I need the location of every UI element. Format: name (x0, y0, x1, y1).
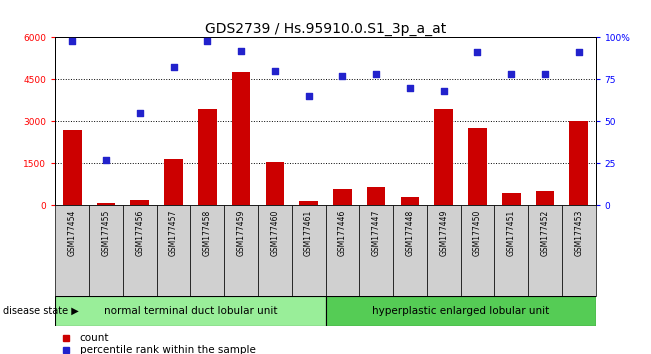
Point (236, 48, 246, 53)
Bar (157, 205, 191, 296)
Point (135, 110, 145, 116)
Point (202, 38, 212, 44)
Bar (367, 187, 385, 205)
Text: GSM177448: GSM177448 (406, 210, 415, 256)
Point (405, 85, 415, 91)
Point (439, 88, 449, 94)
Bar (292, 205, 326, 296)
Text: GSM177453: GSM177453 (574, 210, 583, 256)
Text: percentile rank within the sample: percentile rank within the sample (79, 345, 256, 354)
Bar (494, 205, 528, 296)
Bar (123, 205, 157, 296)
Text: GSM177458: GSM177458 (203, 210, 212, 256)
Bar (502, 193, 521, 205)
Point (506, 72, 516, 77)
Text: GSM177447: GSM177447 (372, 210, 381, 256)
Text: GSM177449: GSM177449 (439, 210, 448, 256)
Bar (427, 205, 461, 296)
Bar (89, 205, 123, 296)
Point (303, 93, 314, 99)
Bar (468, 128, 487, 205)
Bar (536, 191, 554, 205)
Text: GSM177457: GSM177457 (169, 210, 178, 256)
Point (371, 72, 381, 77)
Bar (258, 205, 292, 296)
Text: GSM177446: GSM177446 (338, 210, 347, 256)
Bar (97, 203, 115, 205)
Text: GSM177459: GSM177459 (236, 210, 245, 256)
Text: GSM177451: GSM177451 (506, 210, 516, 256)
Bar (528, 205, 562, 296)
Bar (562, 205, 596, 296)
Bar (224, 205, 258, 296)
Text: GSM177452: GSM177452 (540, 210, 549, 256)
Point (169, 64, 179, 70)
Point (472, 50, 482, 55)
Text: disease state ▶: disease state ▶ (3, 306, 79, 316)
Bar (461, 205, 494, 296)
Text: GSM177456: GSM177456 (135, 210, 145, 256)
Title: GDS2739 / Hs.95910.0.S1_3p_a_at: GDS2739 / Hs.95910.0.S1_3p_a_at (205, 22, 446, 36)
Bar (191, 205, 224, 296)
Bar (299, 201, 318, 205)
Bar (55, 296, 325, 326)
Point (270, 68, 280, 74)
Bar (333, 188, 352, 205)
Point (67, 38, 77, 44)
Point (101, 157, 111, 163)
Bar (232, 72, 251, 205)
Point (574, 50, 584, 55)
Bar (393, 205, 427, 296)
Bar (326, 205, 359, 296)
Text: GSM177455: GSM177455 (102, 210, 111, 256)
Text: normal terminal duct lobular unit: normal terminal duct lobular unit (104, 306, 277, 316)
Text: GSM177454: GSM177454 (68, 210, 77, 256)
Text: count: count (79, 333, 109, 343)
Point (337, 73, 348, 79)
Text: hyperplastic enlarged lobular unit: hyperplastic enlarged lobular unit (372, 306, 549, 316)
Bar (266, 162, 284, 205)
Bar (55, 205, 89, 296)
Bar (400, 197, 419, 205)
Text: GSM177450: GSM177450 (473, 210, 482, 256)
Bar (130, 200, 149, 205)
Bar (326, 296, 596, 326)
Text: GSM177461: GSM177461 (304, 210, 313, 256)
Bar (164, 159, 183, 205)
Bar (198, 109, 217, 205)
Text: GSM177460: GSM177460 (270, 210, 279, 256)
Bar (359, 205, 393, 296)
Bar (570, 121, 588, 205)
Point (540, 72, 550, 77)
Bar (63, 130, 81, 205)
Bar (434, 109, 453, 205)
